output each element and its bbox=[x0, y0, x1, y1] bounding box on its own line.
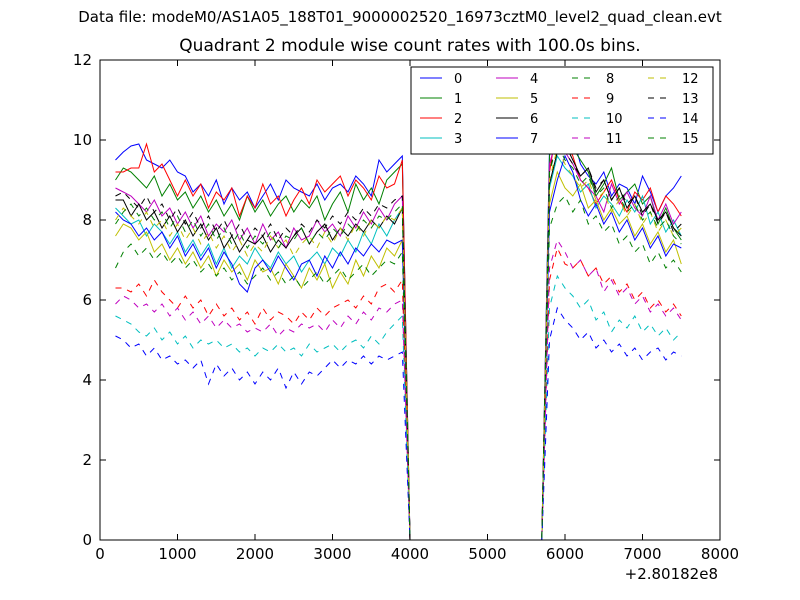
x-tick-label: 2000 bbox=[236, 545, 274, 563]
legend-label-1: 1 bbox=[454, 92, 462, 107]
series-line-2 bbox=[115, 122, 682, 541]
legend-label-3: 3 bbox=[454, 132, 462, 147]
legend-label-10: 10 bbox=[606, 112, 623, 127]
legend-label-15: 15 bbox=[682, 132, 699, 147]
series-line-7 bbox=[115, 154, 682, 541]
x-tick-label: 7000 bbox=[623, 545, 661, 563]
x-tick-label: 3000 bbox=[313, 545, 351, 563]
x-tick-label: 5000 bbox=[468, 545, 506, 563]
x-tick-label: 1000 bbox=[158, 545, 196, 563]
legend-label-6: 6 bbox=[530, 112, 538, 127]
series-line-10 bbox=[115, 274, 682, 541]
legend-frame bbox=[410, 66, 714, 155]
legend-label-9: 9 bbox=[606, 92, 614, 107]
legend-label-2: 2 bbox=[454, 112, 462, 127]
legend-label-7: 7 bbox=[530, 132, 538, 147]
legend-label-0: 0 bbox=[454, 72, 462, 87]
series-layer bbox=[115, 102, 682, 541]
series-line-5 bbox=[115, 170, 682, 541]
series-line-9 bbox=[115, 246, 682, 541]
series-line-15 bbox=[115, 142, 682, 541]
legend-label-4: 4 bbox=[530, 72, 538, 87]
legend-label-5: 5 bbox=[530, 92, 538, 107]
y-tick-label: 4 bbox=[82, 371, 92, 389]
x-tick-label: 0 bbox=[95, 545, 105, 563]
legend-label-14: 14 bbox=[682, 112, 699, 127]
y-tick-label: 10 bbox=[73, 131, 92, 149]
legend-label-11: 11 bbox=[606, 132, 623, 147]
y-tick-label: 8 bbox=[82, 211, 92, 229]
chart-title: Quadrant 2 module wise count rates with … bbox=[179, 36, 641, 56]
figure-supertitle: Data file: modeM0/AS1A05_188T01_90000025… bbox=[78, 8, 722, 26]
legend-label-8: 8 bbox=[606, 72, 614, 87]
series-line-4 bbox=[115, 134, 682, 541]
y-tick-label: 6 bbox=[82, 291, 92, 309]
series-line-6 bbox=[115, 143, 682, 541]
x-tick-label: 8000 bbox=[701, 545, 739, 563]
series-line-14 bbox=[115, 306, 682, 541]
series-line-0 bbox=[115, 102, 682, 541]
series-line-11 bbox=[115, 238, 682, 541]
x-tick-label: 4000 bbox=[391, 545, 429, 563]
y-tick-label: 12 bbox=[73, 51, 92, 69]
legend-label-12: 12 bbox=[682, 72, 699, 87]
y-tick-label: 2 bbox=[82, 451, 92, 469]
x-tick-label: 6000 bbox=[546, 545, 584, 563]
legend-label-13: 13 bbox=[682, 92, 699, 107]
series-line-13 bbox=[115, 138, 682, 541]
x-offset-label: +2.80182e8 bbox=[625, 565, 718, 583]
series-line-3 bbox=[115, 154, 682, 541]
series-line-8 bbox=[115, 195, 682, 541]
tick-layer: 0 1000 2000 3000 4000 5000 6000 7000 80000246810… bbox=[73, 51, 739, 563]
y-tick-label: 0 bbox=[82, 531, 92, 549]
